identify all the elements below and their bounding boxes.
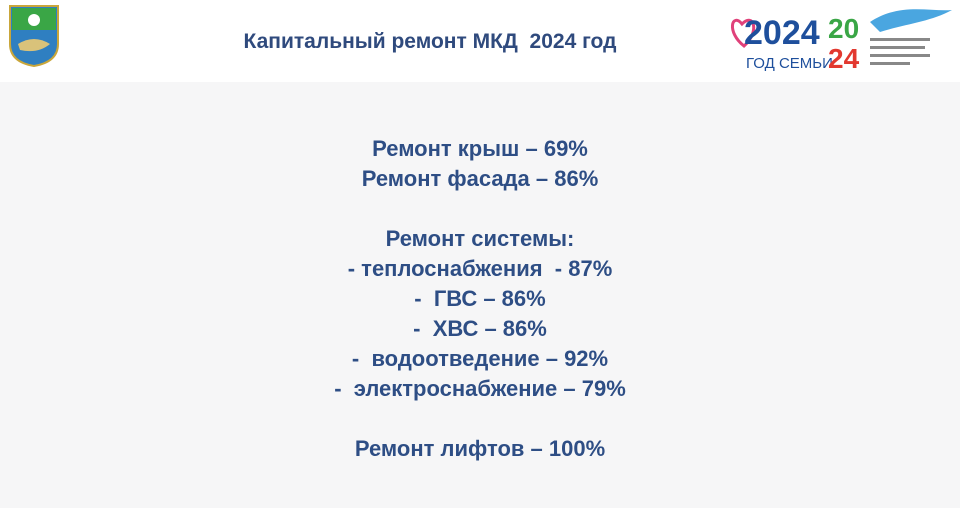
slide-title: Капитальный ремонт МКД 2024 год [243, 30, 617, 53]
logo-year: 2024 [744, 14, 820, 52]
elevators-line: Ремонт лифтов – 100% [354, 436, 606, 461]
header: Капитальный ремонт МКД 2024 год 2024 ГОД… [0, 0, 960, 82]
logo-year2-top: 20 [828, 13, 859, 44]
roofs-line: Ремонт крыш – 69% [372, 136, 588, 161]
logo-caption: ГОД СЕМЬИ [746, 55, 833, 72]
logo-year2-bottom: 24 [828, 43, 860, 74]
facade-line: Ремонт фасада – 86% [361, 166, 599, 191]
system-item: - электроснабжение – 79% [334, 376, 626, 401]
system-item: - ГВС – 86% [414, 286, 546, 311]
coat-of-arms [9, 5, 59, 68]
systems-heading: Ремонт системы: [385, 226, 575, 251]
year-of-family-logo: 2024 ГОД СЕМЬИ 20 24 [731, 9, 952, 74]
system-item: - теплоснабжения - 87% [347, 256, 613, 281]
system-item: - водоотведение – 92% [351, 346, 609, 371]
system-item: - ХВС – 86% [413, 316, 547, 341]
